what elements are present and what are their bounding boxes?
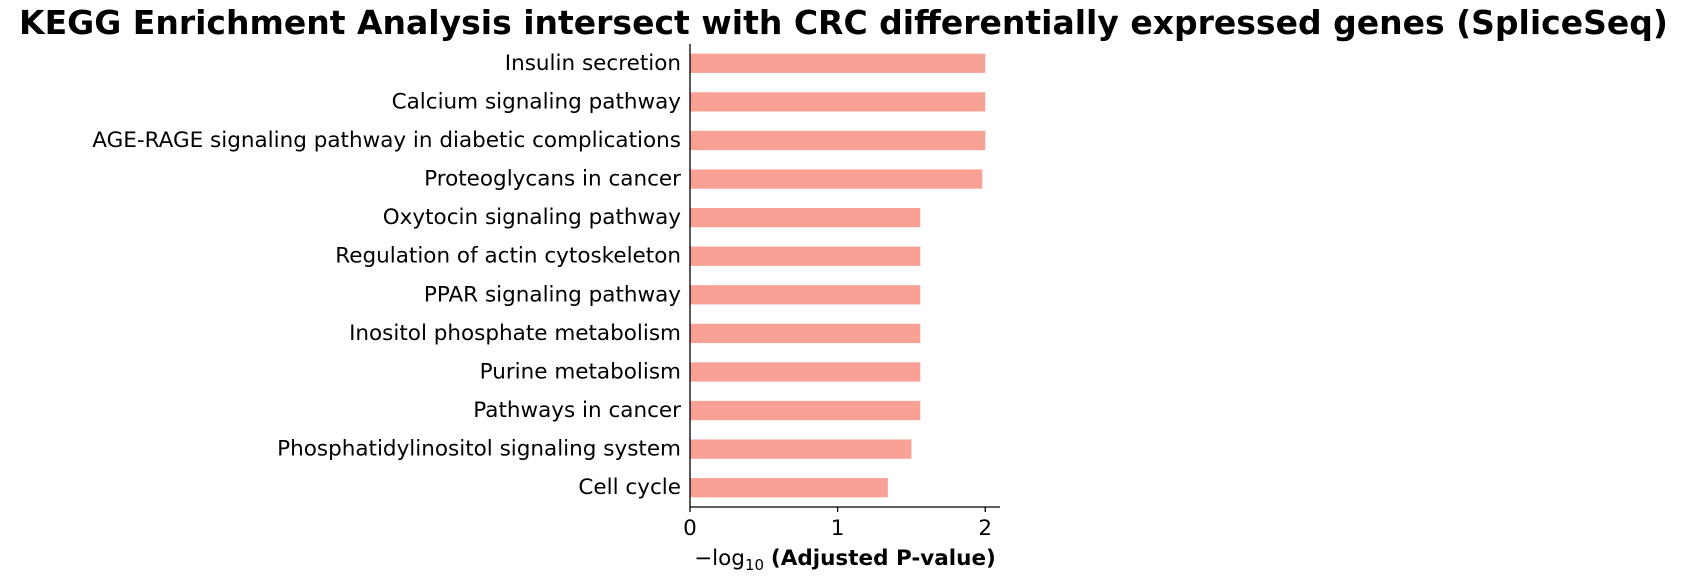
category-label: Proteoglycans in cancer	[424, 167, 681, 192]
category-label: Purine metabolism	[480, 359, 681, 384]
bar	[690, 478, 888, 498]
bar	[690, 246, 921, 266]
category-label: Phosphatidylinositol signaling system	[277, 437, 681, 462]
x-axis-label-main: (Adjusted P-value)	[771, 546, 996, 571]
x-tick-label: 2	[978, 516, 992, 541]
category-label: Calcium signaling pathway	[392, 89, 682, 114]
bar	[690, 323, 921, 344]
x-axis-label: −log10 (Adjusted P-value)	[694, 546, 996, 574]
bars-group	[690, 53, 986, 498]
bar	[690, 92, 986, 112]
bar	[690, 169, 983, 189]
category-label: Insulin secretion	[505, 51, 681, 76]
bar	[690, 439, 912, 459]
x-axis-label-prefix: −log	[694, 546, 745, 571]
bar	[690, 400, 921, 421]
category-label: Oxytocin signaling pathway	[383, 205, 682, 230]
x-tick-label: 1	[831, 516, 845, 541]
category-label: Regulation of actin cytoskeleton	[335, 244, 681, 269]
bar	[690, 207, 921, 228]
chart-title: KEGG Enrichment Analysis intersect with …	[19, 3, 1668, 42]
x-axis-label-spacer	[764, 546, 771, 571]
bar	[690, 53, 986, 73]
x-axis-label-subscript: 10	[745, 556, 764, 574]
category-label: Cell cycle	[578, 475, 681, 500]
x-ticks-group: 0 1 2	[683, 507, 992, 541]
category-label: Inositol phosphate metabolism	[349, 321, 681, 346]
category-label: Pathways in cancer	[473, 398, 681, 423]
bar	[690, 130, 986, 151]
x-tick-label: 0	[683, 516, 697, 541]
bar	[690, 285, 921, 305]
category-label: PPAR signaling pathway	[424, 282, 681, 307]
category-label: AGE-RAGE signaling pathway in diabetic c…	[92, 128, 681, 153]
bar	[690, 362, 921, 382]
category-labels-group: Insulin secretion Calcium signaling pathw…	[92, 51, 681, 500]
